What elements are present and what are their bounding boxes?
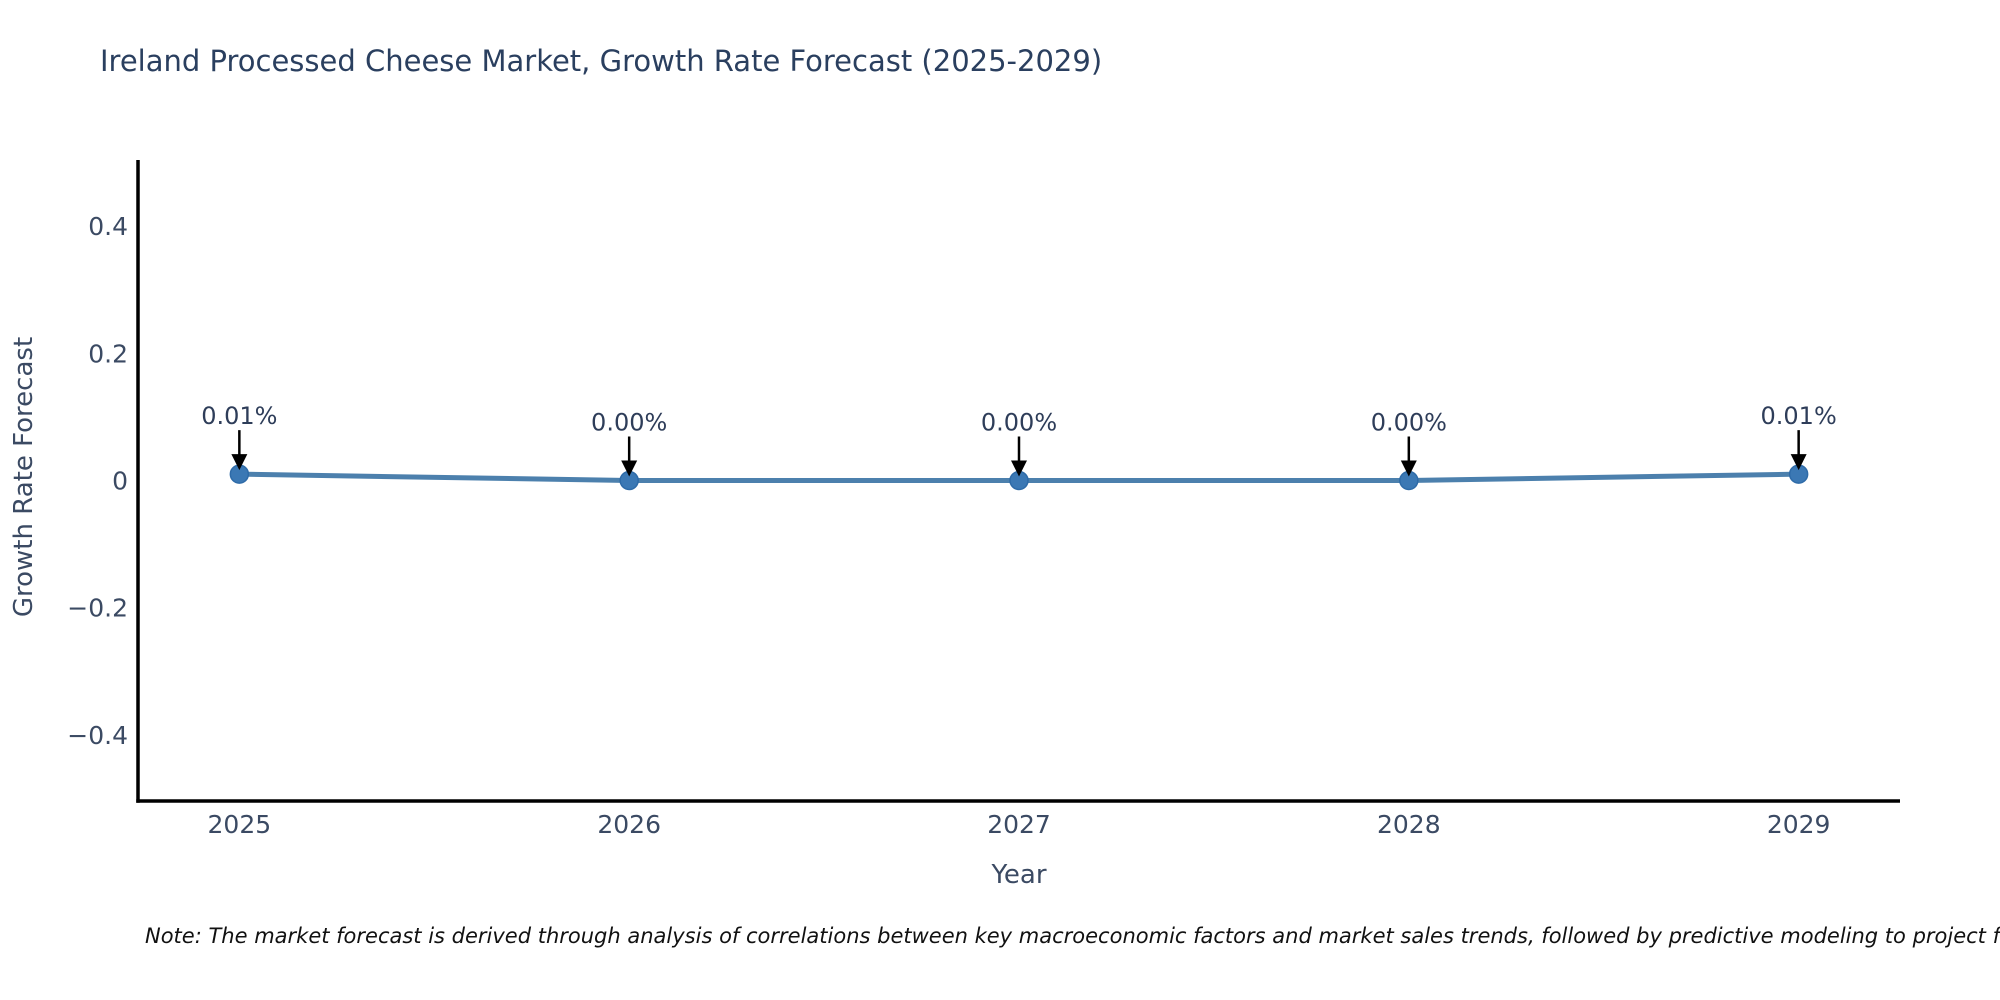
annotation-arrowhead: [1011, 460, 1027, 477]
annotation-arrowhead: [1790, 454, 1807, 471]
annotation-label: 0.01%: [1761, 402, 1837, 430]
y-tick-label: 0.2: [88, 339, 128, 368]
x-tick-label: 2027: [987, 810, 1051, 839]
y-tick-label: −0.2: [67, 594, 128, 623]
y-tick-label: −0.4: [67, 721, 128, 750]
y-axis-label: Growth Rate Forecast: [9, 336, 39, 618]
footnote: Note: The market forecast is derived thr…: [145, 924, 2000, 948]
x-tick-label: 2026: [597, 810, 661, 839]
annotation-arrowhead: [231, 454, 248, 471]
x-axis-label: Year: [991, 860, 1047, 890]
x-tick-label: 2025: [208, 810, 272, 839]
y-tick-label: 0.4: [88, 212, 128, 241]
chart-title: Ireland Processed Cheese Market, Growth …: [100, 44, 1103, 78]
annotation-arrowhead: [621, 460, 638, 477]
annotation-label: 0.00%: [591, 409, 667, 437]
x-tick-label: 2029: [1767, 810, 1831, 839]
annotation-arrowhead: [1400, 460, 1417, 477]
y-tick-label: 0: [112, 467, 128, 496]
annotation-label: 0.00%: [981, 409, 1057, 437]
annotation-label: 0.01%: [201, 402, 277, 430]
x-tick-label: 2028: [1377, 810, 1441, 839]
annotation-label: 0.00%: [1371, 409, 1447, 437]
